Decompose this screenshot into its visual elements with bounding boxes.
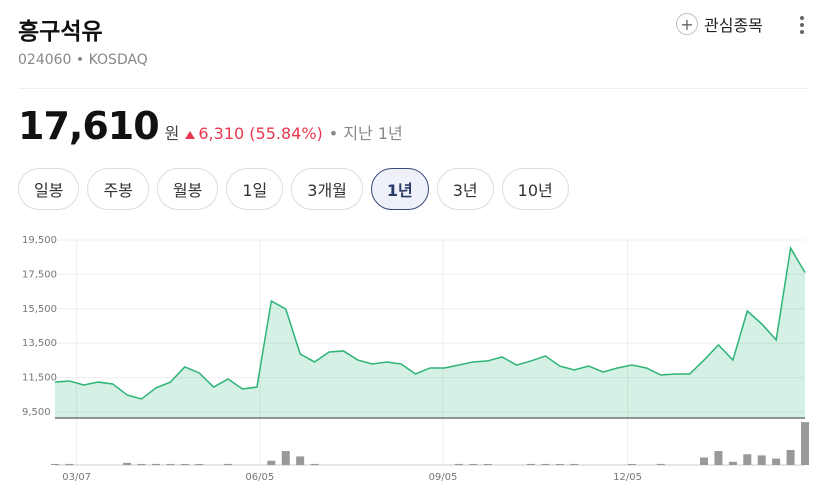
change-value: 6,310	[198, 124, 245, 143]
volume-bar	[627, 463, 636, 465]
period-tab[interactable]: 월봉	[156, 168, 219, 210]
change-pct: (55.84%)	[249, 124, 323, 143]
volume-bar	[454, 463, 463, 465]
volume-bar	[195, 463, 204, 465]
volume-bar	[267, 460, 276, 465]
volume-bar	[526, 463, 535, 465]
volume-bar	[296, 456, 305, 465]
y-tick-label: 15,500	[22, 304, 57, 315]
x-tick-label: 06/05	[245, 472, 274, 483]
change: 6,310 (55.84%)	[185, 124, 323, 143]
volume-bar	[570, 463, 579, 465]
area-fill	[55, 248, 805, 418]
x-tick-label: 09/05	[429, 472, 458, 483]
volume-bar	[757, 455, 766, 465]
y-tick-label: 13,500	[22, 338, 57, 349]
y-tick-label: 11,500	[22, 373, 57, 384]
price-row: 17,610 원 6,310 (55.84%) • 지난 1년	[18, 104, 403, 148]
period-tab[interactable]: 주봉	[87, 168, 149, 210]
volume-bar	[51, 463, 59, 465]
y-tick-label: 9,500	[22, 407, 51, 418]
period-tab[interactable]: 1년	[370, 168, 429, 210]
more-menu[interactable]	[800, 16, 804, 37]
volume-bar	[123, 462, 132, 465]
volume-bar	[714, 451, 723, 465]
x-tick-label: 03/07	[62, 472, 91, 483]
price-line	[54, 245, 806, 400]
volume-bar	[772, 458, 781, 465]
x-tick-label: 12/05	[613, 472, 642, 483]
volume-bar	[151, 463, 160, 465]
stock-name: 흥구석유	[18, 19, 103, 45]
volume-bar	[137, 463, 146, 465]
volume-bar	[483, 463, 492, 465]
volume-bar	[180, 463, 189, 465]
volume-bar	[786, 450, 795, 465]
period-tab[interactable]: 3년	[436, 168, 494, 210]
period-tab[interactable]: 3개월	[291, 168, 363, 210]
plus-icon: +	[676, 13, 698, 35]
market: KOSDAQ	[88, 52, 148, 68]
stock-code: 024060 • KOSDAQ	[18, 52, 148, 68]
volume-bar	[224, 463, 233, 465]
volume-bar	[801, 422, 809, 465]
volume-bar	[310, 463, 319, 465]
period-tab[interactable]: 10년	[501, 168, 569, 210]
volume-bar	[743, 454, 752, 465]
volume-bar	[469, 463, 478, 465]
volume-bar	[166, 463, 175, 465]
y-tick-label: 19,500	[22, 235, 57, 246]
period-tab[interactable]: 1일	[226, 168, 284, 210]
volume-bar	[65, 463, 74, 465]
watch-button[interactable]: + 관심종목	[676, 12, 763, 36]
volume-bar	[281, 451, 290, 465]
volume-bar	[700, 457, 709, 465]
y-tick-label: 17,500	[22, 269, 57, 280]
period-tab[interactable]: 일봉	[18, 168, 80, 210]
watch-label: 관심종목	[704, 16, 763, 35]
period: • 지난 1년	[328, 124, 403, 143]
period-label: 지난 1년	[343, 124, 403, 143]
period-tabs: 일봉 주봉 월봉 1일 3개월 1년 3년 10년	[18, 168, 569, 210]
price: 17,610	[18, 104, 160, 148]
divider	[18, 88, 808, 89]
volume-bar	[656, 463, 665, 465]
volume-bar	[555, 463, 564, 465]
code: 024060	[18, 52, 72, 68]
volume-bar	[728, 461, 737, 465]
volume-bar	[541, 463, 550, 465]
unit: 원	[164, 124, 180, 143]
